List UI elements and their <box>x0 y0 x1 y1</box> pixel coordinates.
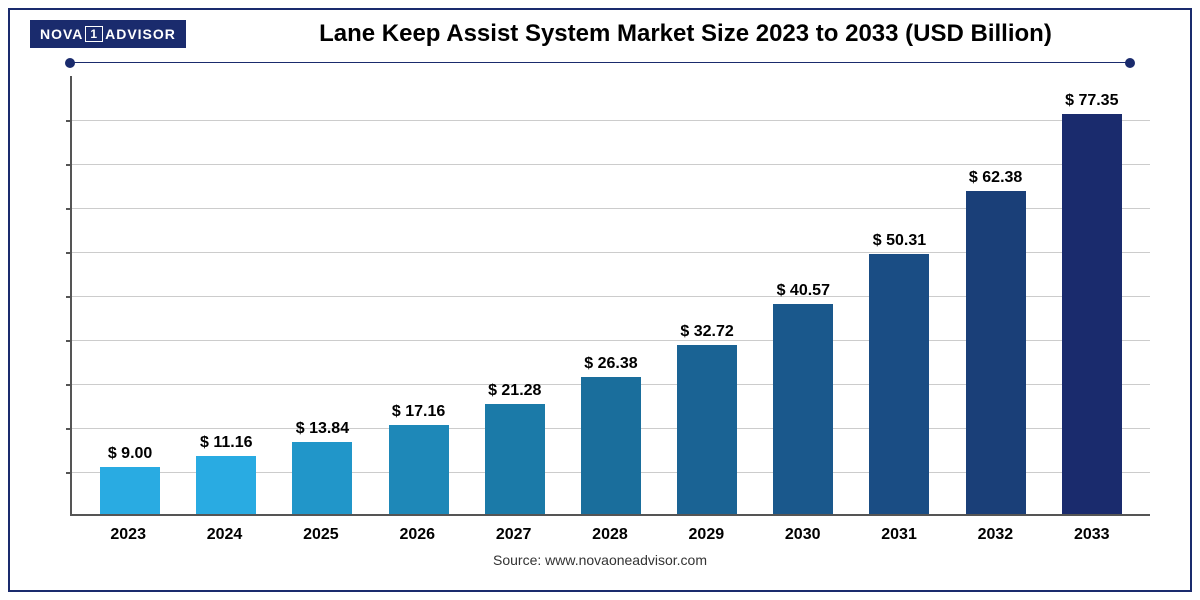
bar <box>292 442 352 514</box>
bar-column: $ 9.00 <box>95 445 165 514</box>
x-axis-label: 2025 <box>286 526 356 544</box>
bar-column: $ 11.16 <box>191 434 261 514</box>
x-axis-label: 2026 <box>382 526 452 544</box>
x-axis-label: 2031 <box>864 526 934 544</box>
title-divider <box>70 56 1130 70</box>
x-axis-label: 2033 <box>1057 526 1127 544</box>
bar <box>485 404 545 514</box>
bar-value-label: $ 21.28 <box>488 382 541 400</box>
x-axis-label: 2024 <box>190 526 260 544</box>
bar <box>100 467 160 514</box>
logo: NOVA 1 ADVISOR <box>30 20 186 48</box>
bar-column: $ 32.72 <box>672 323 742 514</box>
x-axis-label: 2023 <box>93 526 163 544</box>
bar-column: $ 13.84 <box>287 420 357 514</box>
bar-value-label: $ 13.84 <box>296 420 349 438</box>
bar-value-label: $ 26.38 <box>584 355 637 373</box>
bar-value-label: $ 32.72 <box>680 323 733 341</box>
bars-group: $ 9.00 $ 11.16 $ 13.84 $ 17.16 $ 21.28 $ 26.3… <box>72 76 1150 514</box>
bar-value-label: $ 9.00 <box>108 445 152 463</box>
bar-value-label: $ 40.57 <box>777 282 830 300</box>
source-text: Source: www.novaoneadvisor.com <box>30 552 1170 568</box>
logo-text-2: ADVISOR <box>105 26 176 42</box>
x-axis-labels: 2023 2024 2025 2026 2027 2028 2029 2030 2031 2032… <box>70 526 1150 544</box>
bar-column: $ 77.35 <box>1057 92 1127 514</box>
bar <box>966 191 1026 514</box>
bar-column: $ 26.38 <box>576 355 646 514</box>
bar <box>581 377 641 514</box>
bar <box>389 425 449 514</box>
bar-value-label: $ 50.31 <box>873 232 926 250</box>
bar <box>1062 114 1122 514</box>
plot-area: $ 9.00 $ 11.16 $ 13.84 $ 17.16 $ 21.28 $ 26.3… <box>70 76 1150 516</box>
bar-column: $ 40.57 <box>768 282 838 514</box>
header: NOVA 1 ADVISOR Lane Keep Assist System M… <box>30 20 1170 48</box>
bar-column: $ 50.31 <box>864 232 934 514</box>
bar <box>869 254 929 514</box>
logo-box: 1 <box>85 26 103 42</box>
x-axis-label: 2029 <box>671 526 741 544</box>
x-axis-label: 2030 <box>768 526 838 544</box>
bar <box>773 304 833 514</box>
bar <box>196 456 256 514</box>
logo-text-1: NOVA <box>40 26 83 42</box>
bar-column: $ 21.28 <box>480 382 550 514</box>
x-axis-label: 2028 <box>575 526 645 544</box>
bar-value-label: $ 62.38 <box>969 169 1022 187</box>
chart-container: NOVA 1 ADVISOR Lane Keep Assist System M… <box>8 8 1192 592</box>
bar-column: $ 62.38 <box>961 169 1031 514</box>
bar <box>677 345 737 514</box>
x-axis-label: 2027 <box>479 526 549 544</box>
chart-title: Lane Keep Assist System Market Size 2023… <box>201 20 1170 48</box>
bar-value-label: $ 77.35 <box>1065 92 1118 110</box>
x-axis-label: 2032 <box>960 526 1030 544</box>
bar-value-label: $ 11.16 <box>200 434 253 452</box>
bar-value-label: $ 17.16 <box>392 403 445 421</box>
bar-column: $ 17.16 <box>384 403 454 514</box>
